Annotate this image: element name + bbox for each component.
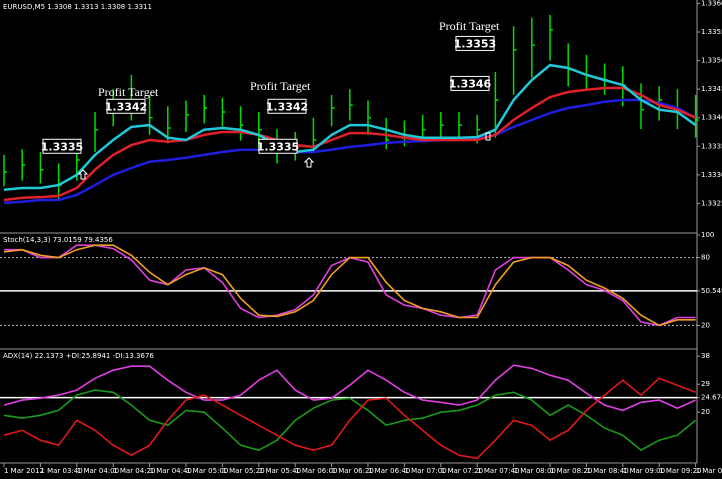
y-tick-label: 1.3335 bbox=[701, 142, 722, 150]
panel-title: EURUSD,M5 1.3308 1.3313 1.3308 1.3311 bbox=[3, 3, 152, 11]
x-tick-label: 1 Mar 05:00 bbox=[186, 467, 228, 475]
price-label-box bbox=[106, 98, 146, 114]
x-tick-label: 1 Mar 08:20 bbox=[550, 467, 592, 475]
price-label: 1.3342 bbox=[105, 100, 147, 113]
series-line bbox=[3, 377, 696, 460]
panel-title: ADX(14) 22.1373 +DI:25.8941 -DI:13.3676 bbox=[3, 352, 154, 360]
x-tick-label: 1 Mar 04:20 bbox=[113, 467, 155, 475]
series-line bbox=[3, 63, 697, 191]
annotation: Profit Target bbox=[98, 85, 159, 99]
y-tick-label: 29 bbox=[701, 380, 710, 388]
price-label-box bbox=[450, 75, 490, 91]
price-label: 1.3346 bbox=[449, 77, 492, 90]
x-tick-label: 1 Mar 07:00 bbox=[404, 467, 446, 475]
series-line bbox=[3, 364, 696, 412]
y-tick-label: 20 bbox=[701, 408, 710, 416]
y-tick-label: 1.3325 bbox=[701, 199, 722, 207]
price-label: 1.3335 bbox=[257, 140, 299, 153]
x-tick-label: 1 Mar 06:00 bbox=[295, 467, 337, 475]
x-tick-label: 1 Mar 08:40 bbox=[586, 467, 628, 475]
y-tick-label: 100 bbox=[701, 231, 714, 239]
marker bbox=[485, 132, 491, 141]
x-tick-label: 1 Mar 08:00 bbox=[514, 467, 556, 475]
price-label-box bbox=[267, 98, 307, 114]
price-label-box bbox=[258, 138, 298, 154]
x-tick-label: 1 Mar 03:40 bbox=[40, 467, 82, 475]
x-tick-label: 1 Mar 07:20 bbox=[441, 467, 483, 475]
price-label-box bbox=[455, 35, 495, 51]
price-label: 1.3335 bbox=[41, 140, 83, 153]
annotation: Profit Target bbox=[250, 79, 311, 93]
y-tick-label: 1.3340 bbox=[701, 114, 722, 122]
x-tick-label: 1 Mar 05:40 bbox=[259, 467, 301, 475]
y-tick-label: 20 bbox=[701, 321, 710, 329]
y-tick-label: 80 bbox=[701, 254, 710, 262]
panel-title: Stoch(14,3,3) 73.0159 79.4356 bbox=[3, 236, 113, 244]
price-label: 1.3342 bbox=[266, 100, 308, 113]
series-line bbox=[3, 98, 697, 205]
annotation: Profit Target bbox=[439, 19, 500, 33]
y-tick-label: 38 bbox=[701, 352, 710, 360]
y-tick-label: 1.3330 bbox=[701, 171, 722, 179]
x-tick-label: 1 Mar 09:00 bbox=[623, 467, 665, 475]
arrow bbox=[77, 169, 89, 180]
series-line bbox=[3, 86, 697, 202]
x-tick-label: 1 Mar 2012 bbox=[4, 467, 44, 475]
y-tick-label: 50.5495 bbox=[701, 287, 722, 295]
x-tick-label: 1 Mar 06:20 bbox=[332, 467, 374, 475]
y-tick-label: 24.6749 bbox=[701, 394, 722, 402]
x-tick-label: 1 Mar 06:40 bbox=[368, 467, 410, 475]
series-line bbox=[3, 389, 697, 452]
x-tick-label: 1 Mar 07:40 bbox=[477, 467, 519, 475]
series-line bbox=[3, 244, 696, 327]
y-tick-label: 1.3345 bbox=[701, 85, 722, 93]
y-tick-label: 1.3360 bbox=[701, 0, 722, 7]
price-label: 1.3353 bbox=[454, 37, 496, 50]
x-tick-label: 1 Mar 09:20 bbox=[659, 467, 701, 475]
y-tick-label: 1.3355 bbox=[701, 28, 722, 36]
price-label-box bbox=[42, 138, 82, 154]
x-tick-label: 1 Mar 04:40 bbox=[150, 467, 192, 475]
y-tick-label: 1.3350 bbox=[701, 57, 722, 65]
x-tick-label: 1 Mar 09:40 bbox=[696, 467, 722, 475]
x-tick-label: 1 Mar 05:20 bbox=[222, 467, 264, 475]
arrow bbox=[303, 157, 315, 168]
x-tick-label: 1 Mar 04:00 bbox=[77, 467, 119, 475]
